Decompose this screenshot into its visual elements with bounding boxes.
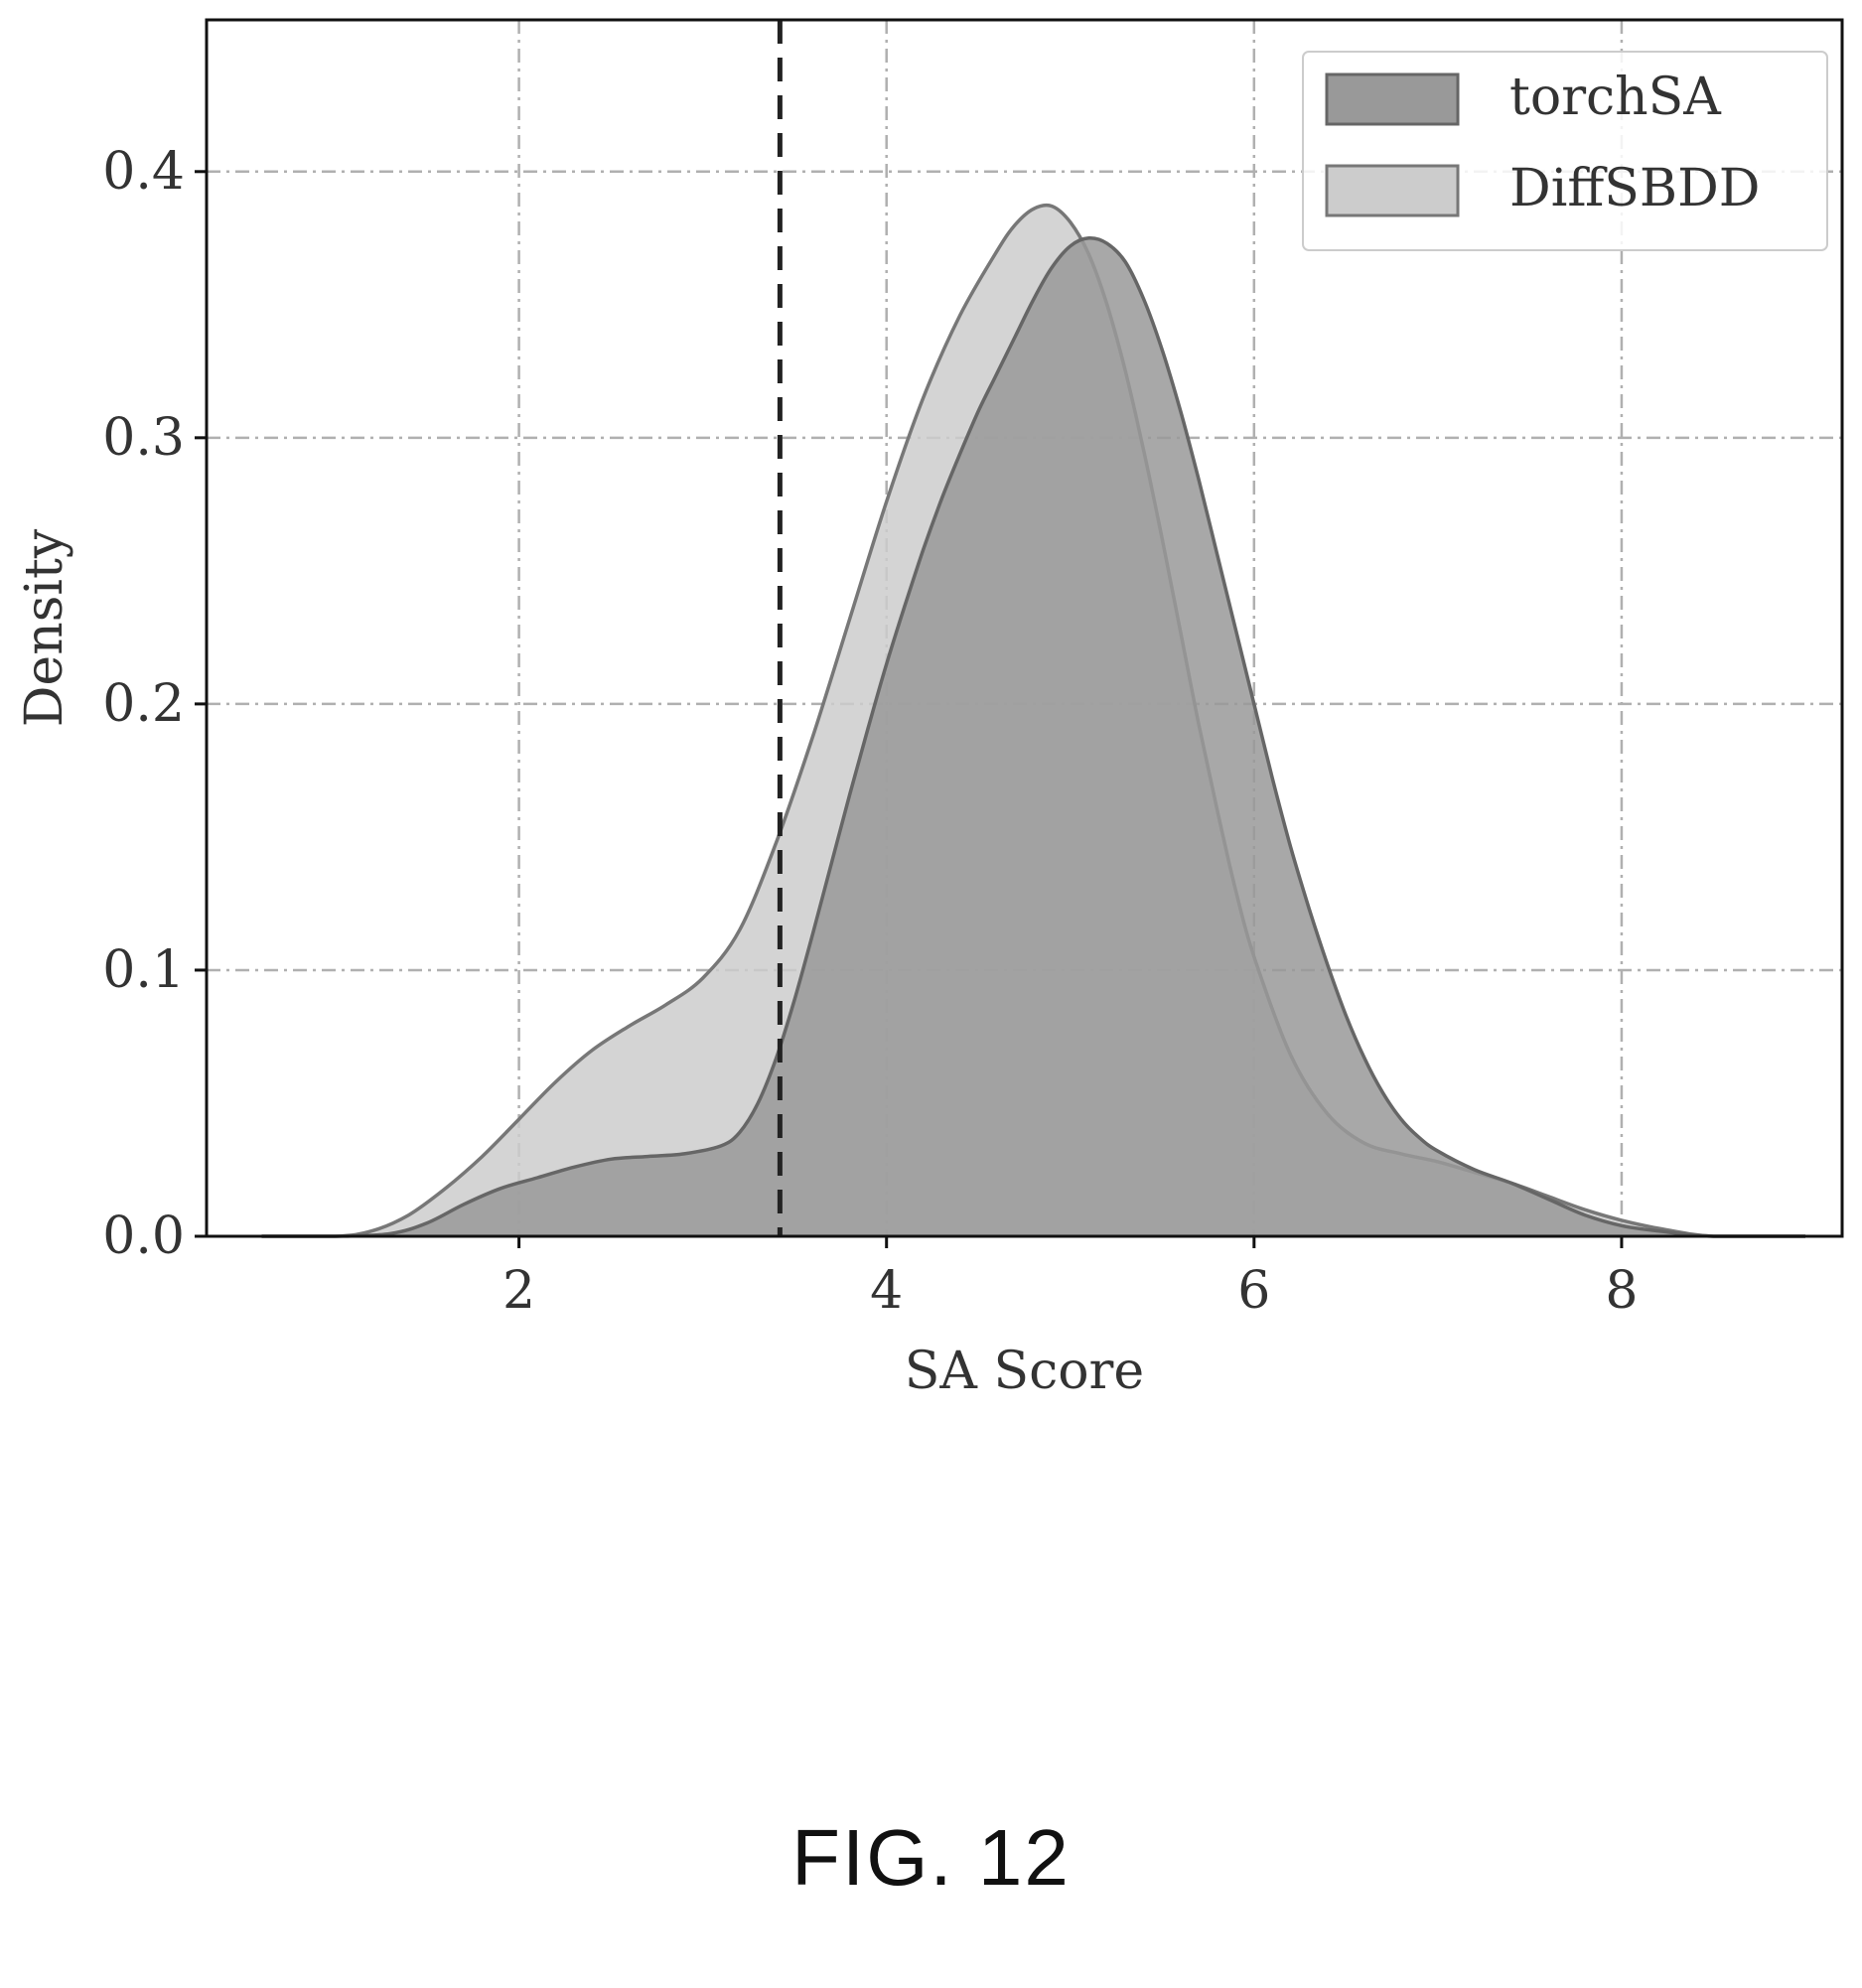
- series-line-torchsa: [261, 235, 1805, 1238]
- y-tick-label: 0.1: [102, 940, 185, 1000]
- x-tick-label: 6: [1237, 1261, 1270, 1321]
- series-areas: [261, 203, 1805, 1238]
- x-tick-label: 8: [1605, 1261, 1638, 1321]
- y-tick-label: 0.4: [102, 142, 185, 202]
- plot-frame: [205, 18, 1844, 1238]
- y-axis-ticks: 0.0 0.1 0.2 0.3 0.4: [102, 142, 207, 1266]
- legend-swatch-diffsbdd: [1325, 164, 1460, 217]
- y-tick-label: 0.0: [102, 1207, 185, 1266]
- y-tick-label: 0.2: [102, 674, 185, 734]
- series-area-torchsa: [261, 237, 1805, 1237]
- x-tick-label: 2: [502, 1261, 535, 1321]
- x-axis-label: SA Score: [905, 1342, 1144, 1401]
- x-axis-ticks: 2 4 6 8: [502, 1236, 1638, 1321]
- legend-label-torchsa: torchSA: [1509, 68, 1722, 127]
- x-tick-label: 4: [870, 1261, 903, 1321]
- legend: torchSA DiffSBDD: [1302, 51, 1828, 251]
- density-chart: 2 4 6 8 0.0 0.1 0.2 0.3 0.4 SA Score Density to…: [15, 18, 1844, 1401]
- figure-caption: FIG. 12: [791, 1813, 1071, 1902]
- legend-swatch-torchsa: [1325, 72, 1460, 126]
- legend-label-diffsbdd: DiffSBDD: [1509, 159, 1760, 218]
- y-tick-label: 0.3: [102, 408, 185, 468]
- y-axis-label: Density: [15, 528, 74, 727]
